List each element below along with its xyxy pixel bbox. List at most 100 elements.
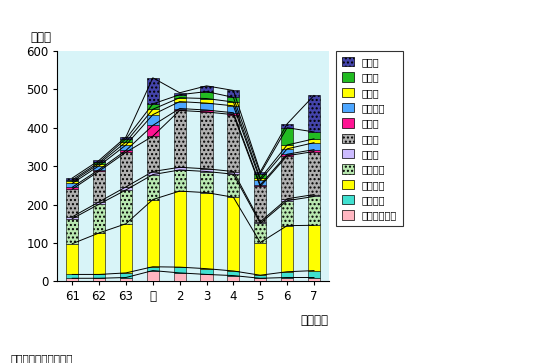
Bar <box>93 204 105 233</box>
Legend: その他, 鉄　道, 官公厅, 防災行政, 防　衛, 消　防, 警　察, 海上関係, 航空関係, 放送業務, 電気通信業務: その他, 鉄 道, 官公厅, 防災行政, 防 衛, 消 防, 警 察, 海上関係… <box>336 51 403 226</box>
Bar <box>308 143 320 150</box>
Bar <box>66 189 78 217</box>
Bar <box>254 179 266 180</box>
Bar <box>281 156 293 199</box>
Bar <box>308 150 320 151</box>
Bar <box>66 219 78 244</box>
Bar <box>120 152 132 187</box>
Bar <box>174 95 186 98</box>
Bar <box>120 277 132 281</box>
Bar <box>308 196 320 225</box>
Bar <box>308 195 320 196</box>
Bar <box>66 182 78 183</box>
Bar <box>174 102 186 109</box>
Bar <box>201 98 213 103</box>
Bar <box>201 169 213 171</box>
Bar <box>281 199 293 201</box>
Bar <box>227 171 239 174</box>
Bar <box>120 145 132 150</box>
Bar <box>227 276 239 281</box>
Bar <box>147 109 159 115</box>
Bar <box>308 225 320 270</box>
Bar <box>201 269 213 274</box>
Bar <box>120 137 132 139</box>
Bar <box>201 103 213 110</box>
Bar <box>120 224 132 273</box>
Bar <box>120 190 132 224</box>
Bar <box>227 115 239 171</box>
Bar <box>93 162 105 164</box>
Bar <box>281 272 293 277</box>
Bar <box>254 180 266 185</box>
Bar <box>308 151 320 195</box>
Bar <box>93 202 105 204</box>
Bar <box>254 174 266 179</box>
Bar <box>93 274 105 278</box>
Bar <box>147 267 159 270</box>
Bar <box>174 191 186 267</box>
Bar <box>281 277 293 281</box>
Bar <box>201 110 213 112</box>
Bar <box>201 274 213 281</box>
Bar <box>120 273 132 277</box>
Bar <box>147 200 159 267</box>
Bar <box>201 112 213 169</box>
Bar <box>254 172 266 174</box>
Bar <box>281 226 293 272</box>
Bar <box>147 104 159 109</box>
Bar <box>174 93 186 95</box>
Bar <box>254 222 266 223</box>
Bar <box>227 102 239 106</box>
Bar <box>174 98 186 102</box>
Bar <box>281 124 293 128</box>
Bar <box>93 171 105 202</box>
Bar <box>201 86 213 91</box>
Bar <box>308 132 320 139</box>
Bar <box>254 278 266 281</box>
Bar <box>254 242 266 275</box>
Bar <box>66 274 78 278</box>
Bar <box>254 275 266 278</box>
Bar <box>66 180 78 182</box>
Bar <box>227 90 239 97</box>
Bar <box>147 175 159 200</box>
Bar <box>281 128 293 145</box>
Bar <box>174 267 186 273</box>
Bar <box>308 95 320 132</box>
Bar <box>308 139 320 143</box>
Bar <box>281 145 293 149</box>
Bar <box>93 166 105 170</box>
Bar <box>254 223 266 242</box>
Bar <box>120 142 132 145</box>
Bar <box>308 270 320 277</box>
Bar <box>93 233 105 274</box>
Bar <box>66 183 78 187</box>
Bar <box>147 270 159 281</box>
Bar <box>66 217 78 219</box>
Bar <box>174 109 186 110</box>
Bar <box>227 271 239 276</box>
Bar <box>147 171 159 175</box>
Bar <box>147 125 159 136</box>
Bar <box>120 187 132 190</box>
Bar <box>254 185 266 187</box>
Bar <box>174 167 186 170</box>
Bar <box>66 187 78 189</box>
Bar <box>147 115 159 125</box>
Bar <box>147 78 159 104</box>
Text: （年度）: （年度） <box>301 314 329 327</box>
Bar <box>201 193 213 269</box>
Bar <box>93 170 105 171</box>
Bar <box>227 106 239 113</box>
Bar <box>93 164 105 166</box>
Bar <box>227 197 239 271</box>
Bar <box>201 171 213 193</box>
Bar <box>66 244 78 274</box>
Bar <box>281 201 293 226</box>
Bar <box>281 154 293 156</box>
Bar <box>174 170 186 191</box>
Bar <box>254 187 266 222</box>
Bar <box>227 174 239 197</box>
Bar <box>227 113 239 115</box>
Bar <box>120 139 132 142</box>
